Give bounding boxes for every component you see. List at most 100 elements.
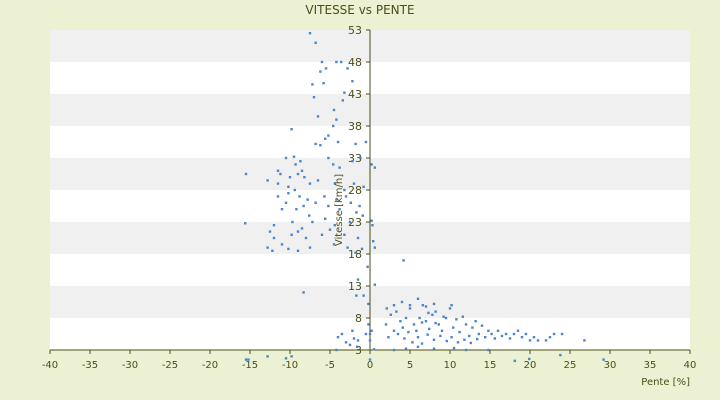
data-point [416,345,420,348]
data-point [324,217,327,220]
data-point [524,332,528,336]
data-point [411,341,414,344]
data-point [368,358,372,361]
data-point [292,155,296,158]
data-point [487,329,490,332]
data-point [412,323,416,326]
data-point [340,332,344,336]
y-tick-label: 3 [355,344,362,357]
data-point [367,323,370,326]
data-point [299,160,302,163]
data-point [420,342,424,345]
data-point [306,198,309,201]
data-point [324,137,327,140]
data-point [512,332,516,336]
data-point [338,166,341,169]
data-point [335,198,338,201]
data-point [403,337,406,340]
data-point [395,310,398,313]
data-point [244,172,248,176]
data-point [290,355,293,358]
data-point [343,188,346,192]
data-point [327,156,330,160]
data-point [287,185,290,188]
data-point [387,336,390,339]
data-point [356,339,360,342]
data-point [356,345,359,348]
y-tick-label: 53 [348,24,362,37]
data-point [424,305,428,308]
y-tick-label: 48 [348,56,362,69]
data-point [434,321,437,325]
data-point [293,188,296,192]
data-point [338,208,341,211]
data-point [276,169,280,172]
data-point [424,320,428,323]
data-point [284,357,288,360]
data-point [548,336,552,339]
data-point [280,208,284,211]
data-point [500,334,504,338]
chart-title: VITESSE vs PENTE [305,3,414,17]
data-point [487,348,490,352]
data-point [291,220,294,224]
data-point [427,311,430,315]
data-point [432,347,436,350]
data-point [366,265,369,268]
data-point [445,339,448,343]
data-point [314,142,317,146]
data-point [392,329,396,332]
data-point [437,323,440,326]
data-point [279,172,282,176]
x-tick-label: -20 [202,360,218,371]
x-tick-label: -5 [325,360,335,371]
data-point [402,259,405,262]
data-point [290,233,293,236]
data-point [400,300,404,304]
data-point [364,140,368,144]
data-point [352,182,356,185]
data-point [458,330,461,334]
data-point [276,195,280,198]
data-point [464,323,468,326]
data-point [312,96,316,99]
data-point [520,336,524,339]
data-point [308,182,312,185]
data-point [335,348,338,352]
data-point [356,236,360,240]
data-point [360,247,364,251]
data-point [474,320,477,323]
data-point [351,160,354,163]
data-point [371,224,374,227]
data-point [284,201,288,204]
data-point [308,246,312,249]
data-point [344,195,348,198]
data-point [362,294,365,297]
data-point [373,246,376,249]
data-point [559,353,562,357]
data-point [266,246,269,249]
y-tick-label: 43 [348,88,362,101]
data-point [385,307,388,310]
data-point [480,324,484,327]
data-point [426,333,429,336]
data-point [452,346,456,350]
data-point [370,163,373,166]
data-point [583,339,586,342]
data-point [316,115,320,118]
data-point [352,337,356,340]
data-point [311,220,314,224]
data-point [336,336,340,339]
data-point [284,156,288,160]
data-point [271,249,274,252]
data-point [266,179,269,182]
data-point [536,339,540,342]
x-tick-labels: -40 -35 -30 -25 -20 -15 -10 -5 0 5 10 15 20 25 30 35 40 [42,350,696,371]
data-point [335,118,338,121]
data-point [336,140,340,144]
data-point [370,329,373,332]
y-axis-label: Vitesse [km/h] [334,174,345,246]
data-point [384,323,388,326]
data-point [504,332,508,336]
data-point [364,332,368,336]
